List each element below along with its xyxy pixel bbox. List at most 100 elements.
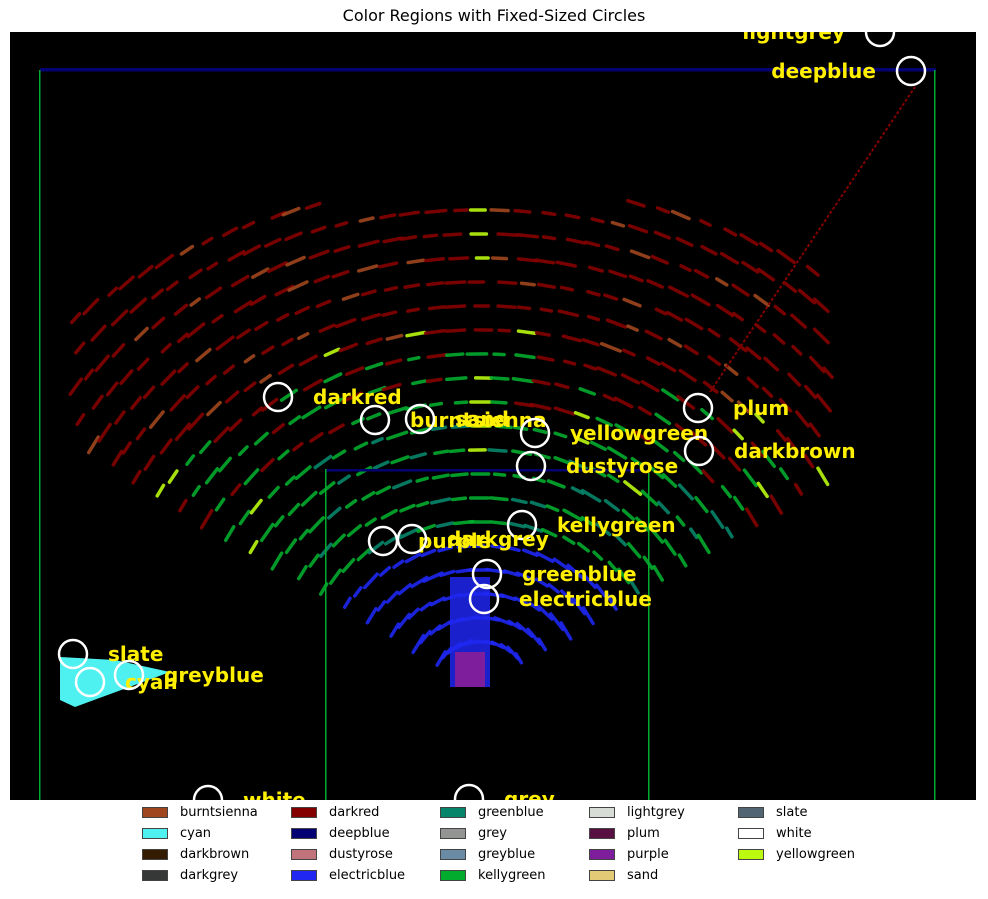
- fragment-streak: [573, 411, 590, 420]
- fragment-streak: [541, 210, 557, 217]
- fragment-streak: [731, 283, 750, 297]
- fragment-streak: [589, 440, 607, 451]
- fragment-streak: [328, 423, 345, 435]
- marker-label-darkbrown: darkbrown: [734, 439, 856, 463]
- fragment-streak: [559, 621, 573, 641]
- fragment-streak: [546, 479, 566, 489]
- fragment-streak: [114, 410, 126, 425]
- marker-label-yellowgreen: yellowgreen: [570, 421, 708, 445]
- fragment-streak: [334, 317, 357, 329]
- fragment-streak: [97, 422, 112, 443]
- fragment-streak: [450, 496, 468, 502]
- marker-circle-greenblue: [471, 558, 503, 590]
- fragment-streak: [376, 600, 387, 612]
- fragment-streak: [715, 303, 735, 318]
- fragment-streak: [581, 606, 595, 626]
- marker-label-white: white: [243, 788, 306, 800]
- fragment-streak: [397, 583, 412, 596]
- fragment-streak: [670, 209, 691, 221]
- region-layer: [39, 68, 936, 800]
- fragment-streak: [667, 337, 683, 348]
- legend-swatch: [291, 806, 317, 818]
- fragment-streak: [650, 254, 670, 265]
- fragment-streak: [739, 233, 759, 247]
- chart-title: Color Regions with Fixed-Sized Circles: [342, 6, 646, 25]
- fragment-streak: [568, 459, 589, 471]
- fragment-streak: [761, 386, 774, 398]
- fragment-streak: [570, 486, 585, 495]
- fragment-streak: [690, 430, 708, 447]
- fragment-streak: [453, 400, 469, 405]
- fragment-streak: [121, 441, 132, 455]
- fragment-streak: [302, 378, 323, 392]
- marker-label-cyan: cyan: [125, 670, 178, 694]
- fragment-streak: [423, 329, 447, 335]
- marker-circle-electricblue: [468, 583, 500, 615]
- fragment-streak: [159, 438, 173, 455]
- fragment-streak: [313, 454, 333, 470]
- fragment-streak: [675, 515, 686, 527]
- fragment-streak: [237, 445, 249, 457]
- fragment-streak: [424, 257, 446, 263]
- fragment-streak: [761, 449, 776, 468]
- fragment-streak: [675, 236, 694, 247]
- fragment-streak: [628, 274, 644, 283]
- fragment-streak: [419, 601, 432, 612]
- fragment-streak: [235, 328, 251, 340]
- fragment-streak: [383, 285, 399, 292]
- fragment-streak: [547, 582, 560, 594]
- kellygreen-right-border: [934, 70, 936, 800]
- fragment-streak: [561, 334, 583, 343]
- fragment-streak: [364, 517, 377, 527]
- fragment-streak: [516, 232, 540, 239]
- fragment-streak: [511, 377, 535, 384]
- fragment-streak: [406, 307, 420, 313]
- fragment-streak: [435, 521, 455, 529]
- fragment-streak: [531, 378, 551, 386]
- marker-circle-kellygreen: [506, 509, 538, 541]
- fragment-streak: [490, 544, 505, 550]
- fragment-streak: [294, 465, 312, 481]
- fragment-streak: [136, 357, 150, 371]
- fragment-streak: [230, 274, 250, 288]
- legend-label: burntsienna: [180, 804, 258, 820]
- fragment-streak: [580, 515, 595, 527]
- fragment-streak: [83, 368, 95, 381]
- marker-circle-cyan: [74, 666, 106, 698]
- fragment-streak: [622, 348, 636, 357]
- fragment-streak: [308, 516, 325, 534]
- fragment-streak: [341, 391, 363, 404]
- legend-swatch: [440, 869, 466, 881]
- fragment-streak: [496, 232, 520, 237]
- fragment-streak: [529, 402, 552, 411]
- fragment-streak: [259, 522, 275, 543]
- fragment-streak: [442, 232, 463, 237]
- fragment-streak: [603, 498, 620, 512]
- marker-circle-burntsienna: [359, 404, 391, 436]
- fragment-streak: [794, 410, 810, 428]
- fragment-streak: [684, 317, 704, 331]
- fragment-streak: [526, 627, 542, 646]
- fragment-streak: [361, 490, 376, 501]
- fragment-streak: [331, 269, 350, 279]
- fragment-streak: [425, 281, 445, 287]
- deepblue-top-border: [40, 68, 936, 72]
- fragment-streak: [510, 497, 528, 505]
- fragment-streak: [68, 377, 84, 396]
- marker-circle-sand: [404, 403, 436, 435]
- fragment-streak: [179, 244, 195, 256]
- fragment-streak: [431, 473, 450, 480]
- fragment-streak: [665, 310, 684, 322]
- fragment-streak: [562, 535, 576, 545]
- legend-label: deepblue: [329, 825, 390, 841]
- fragment-streak: [595, 416, 614, 427]
- fragment-streak: [309, 432, 324, 443]
- marker-circle-dustyrose: [515, 450, 547, 482]
- fragment-streak: [502, 569, 521, 577]
- fragment-streak: [710, 510, 725, 530]
- fragment-streak: [646, 279, 665, 289]
- fragment-streak: [580, 488, 602, 503]
- fragment-streak: [707, 355, 722, 367]
- legend-entry-electricblue: electricblue: [291, 865, 405, 885]
- fragment-streak: [630, 456, 644, 468]
